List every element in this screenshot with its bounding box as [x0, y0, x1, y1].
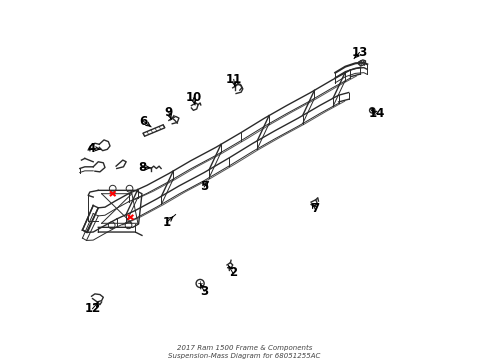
Text: 3: 3: [200, 285, 208, 298]
Text: 12: 12: [84, 302, 101, 315]
Text: 7: 7: [310, 202, 319, 215]
Text: 10: 10: [185, 91, 201, 104]
Text: 2: 2: [228, 266, 236, 279]
Text: 2017 Ram 1500 Frame & Components
Suspension-Mass Diagram for 68051255AC: 2017 Ram 1500 Frame & Components Suspens…: [168, 345, 320, 359]
Text: 4: 4: [87, 142, 96, 155]
Text: 6: 6: [139, 115, 147, 128]
Text: 1: 1: [162, 216, 170, 229]
Text: 8: 8: [138, 161, 146, 174]
Text: 14: 14: [368, 107, 385, 120]
Text: 9: 9: [164, 106, 173, 119]
Text: 13: 13: [351, 46, 367, 59]
Text: 5: 5: [200, 180, 208, 193]
Text: 11: 11: [225, 73, 242, 86]
